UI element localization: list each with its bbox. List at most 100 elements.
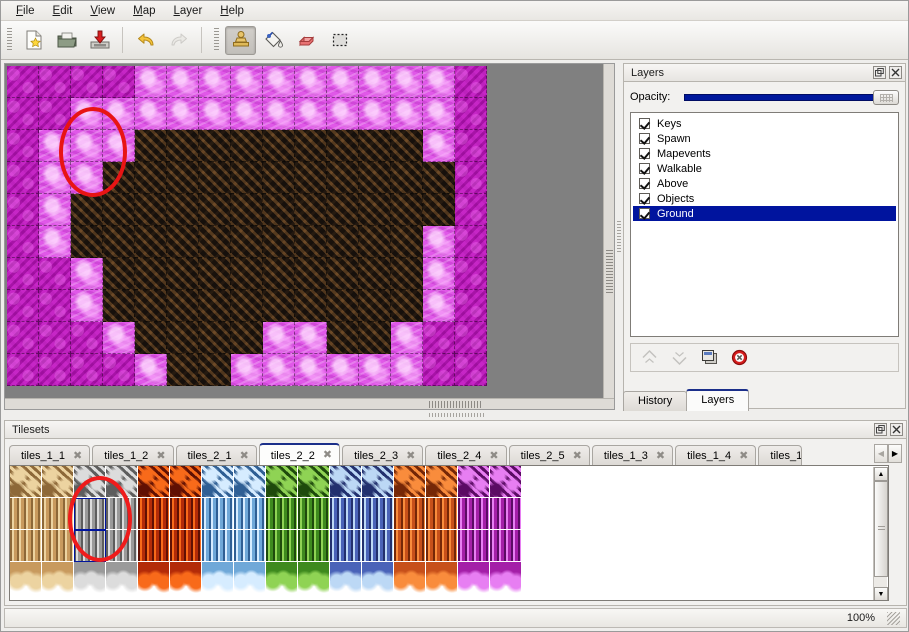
map-tile[interactable]	[135, 322, 167, 354]
map-tile[interactable]	[199, 354, 231, 386]
map-tile[interactable]	[359, 130, 391, 162]
tileset-palette-grid[interactable]	[10, 466, 522, 594]
horizontal-splitter[interactable]	[4, 411, 907, 419]
palette-tile[interactable]	[330, 562, 362, 594]
map-tile[interactable]	[263, 226, 295, 258]
palette-tile[interactable]	[170, 466, 202, 498]
map-tile[interactable]	[391, 130, 423, 162]
map-tile[interactable]	[391, 226, 423, 258]
opacity-slider-handle[interactable]	[873, 90, 899, 105]
map-tile[interactable]	[231, 130, 263, 162]
map-tile[interactable]	[423, 322, 455, 354]
map-tile[interactable]	[423, 226, 455, 258]
palette-tile[interactable]	[138, 530, 170, 562]
lower-layer-button[interactable]	[667, 346, 692, 369]
map-tile[interactable]	[39, 66, 71, 98]
map-tile[interactable]	[327, 130, 359, 162]
toolbar-drag-handle[interactable]	[6, 28, 14, 52]
palette-tile[interactable]	[266, 562, 298, 594]
map-tile[interactable]	[71, 162, 103, 194]
map-tile[interactable]	[39, 290, 71, 322]
scroll-down-arrow-icon[interactable]: ▼	[874, 587, 888, 600]
map-tile[interactable]	[423, 162, 455, 194]
palette-tile[interactable]	[458, 530, 490, 562]
redo-button[interactable]	[163, 26, 194, 55]
map-tile[interactable]	[231, 258, 263, 290]
map-tile[interactable]	[167, 354, 199, 386]
map-tile[interactable]	[423, 354, 455, 386]
layer-row-walkable[interactable]: Walkable	[633, 161, 896, 176]
palette-scroll-thumb[interactable]	[874, 481, 888, 577]
palette-tile[interactable]	[106, 562, 138, 594]
layer-row-objects[interactable]: Objects	[633, 191, 896, 206]
map-tile[interactable]	[391, 354, 423, 386]
map-tile[interactable]	[199, 162, 231, 194]
map-tile[interactable]	[103, 130, 135, 162]
map-tile[interactable]	[455, 130, 487, 162]
tileset-palette[interactable]: ▲ ▼	[9, 465, 889, 601]
vertical-splitter[interactable]	[616, 63, 622, 410]
new-map-button[interactable]	[18, 26, 49, 55]
map-tile[interactable]	[167, 98, 199, 130]
map-tile[interactable]	[295, 258, 327, 290]
layer-visibility-checkbox[interactable]	[639, 163, 650, 174]
map-tile[interactable]	[39, 194, 71, 226]
map-tile[interactable]	[167, 226, 199, 258]
tileset-tab-tiles_2_4[interactable]: tiles_2_4 ✖	[425, 445, 507, 466]
map-tile[interactable]	[295, 130, 327, 162]
open-map-button[interactable]	[51, 26, 82, 55]
map-tile[interactable]	[295, 162, 327, 194]
map-tile[interactable]	[103, 194, 135, 226]
palette-tile[interactable]	[74, 466, 106, 498]
map-tile[interactable]	[71, 226, 103, 258]
layer-visibility-checkbox[interactable]	[639, 133, 650, 144]
map-tile[interactable]	[39, 162, 71, 194]
palette-tile[interactable]	[426, 562, 458, 594]
map-tile[interactable]	[295, 98, 327, 130]
map-tile[interactable]	[167, 194, 199, 226]
tileset-tab-tiles_2_1[interactable]: tiles_2_1 ✖	[175, 445, 257, 466]
map-tile[interactable]	[7, 258, 39, 290]
map-tile[interactable]	[199, 322, 231, 354]
map-tile[interactable]	[231, 162, 263, 194]
map-tile[interactable]	[391, 162, 423, 194]
palette-tile[interactable]	[138, 498, 170, 530]
map-tile[interactable]	[423, 290, 455, 322]
close-window-icon[interactable]	[889, 66, 902, 79]
fill-tool-button[interactable]	[258, 26, 289, 55]
map-tile[interactable]	[231, 354, 263, 386]
tileset-tab-tiles_2_3[interactable]: tiles_2_3 ✖	[342, 445, 424, 466]
map-tile[interactable]	[231, 322, 263, 354]
scroll-left-arrow-icon[interactable]: ◀	[874, 444, 888, 463]
close-tab-icon[interactable]: ✖	[322, 449, 333, 461]
map-tile[interactable]	[39, 130, 71, 162]
map-tile[interactable]	[135, 162, 167, 194]
map-tile[interactable]	[231, 194, 263, 226]
layer-visibility-checkbox[interactable]	[639, 118, 650, 129]
map-tile-grid[interactable]	[7, 66, 495, 388]
layer-row-mapevents[interactable]: Mapevents	[633, 146, 896, 161]
map-tile[interactable]	[391, 290, 423, 322]
map-tile[interactable]	[359, 194, 391, 226]
palette-tile[interactable]	[362, 498, 394, 530]
save-map-button[interactable]	[84, 26, 115, 55]
map-tile[interactable]	[391, 194, 423, 226]
tileset-tab-tiles_2_5[interactable]: tiles_2_5 ✖	[508, 445, 590, 466]
scroll-right-arrow-icon[interactable]: ▶	[888, 444, 902, 463]
layer-visibility-checkbox[interactable]	[639, 208, 650, 219]
palette-tile[interactable]	[394, 530, 426, 562]
map-tile[interactable]	[263, 354, 295, 386]
layer-row-ground[interactable]: Ground	[633, 206, 896, 221]
map-tile[interactable]	[295, 322, 327, 354]
palette-tile[interactable]	[458, 562, 490, 594]
palette-tile[interactable]	[74, 530, 106, 562]
palette-tile[interactable]	[330, 466, 362, 498]
map-tile[interactable]	[455, 162, 487, 194]
layer-row-keys[interactable]: Keys	[633, 116, 896, 131]
duplicate-layer-button[interactable]	[697, 346, 722, 369]
map-tile[interactable]	[167, 322, 199, 354]
map-tile[interactable]	[327, 322, 359, 354]
raise-layer-button[interactable]	[637, 346, 662, 369]
map-tile[interactable]	[167, 162, 199, 194]
map-tile[interactable]	[135, 354, 167, 386]
